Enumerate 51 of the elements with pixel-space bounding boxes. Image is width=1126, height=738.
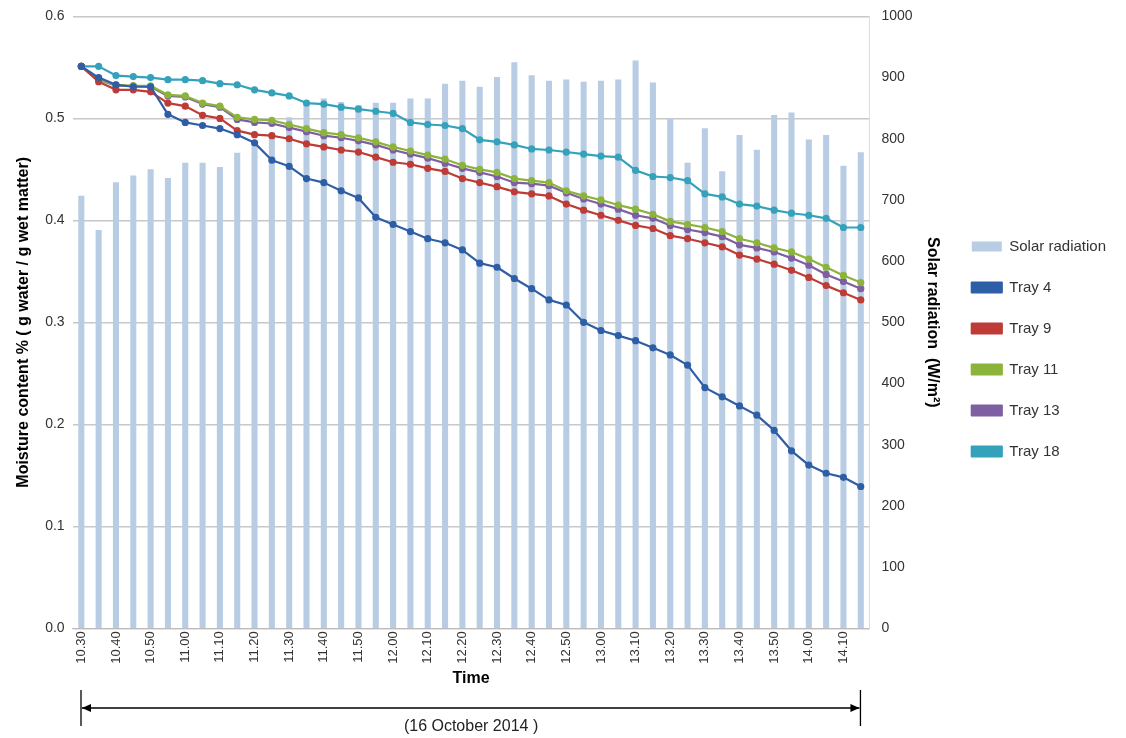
y-axis-title: Moisture content % ( g water / g wet matter): [14, 156, 32, 488]
y2-tick-label: 300: [881, 435, 905, 452]
x-tick-label: 11.30: [280, 631, 296, 663]
y2-axis-title: Solar radiation (W/m²): [924, 237, 942, 408]
legend-label: Tray 18: [1009, 441, 1060, 459]
y-tick-label: 0.5: [45, 109, 65, 126]
x-tick-label: 13.40: [731, 631, 747, 664]
y-tick-label: 0.2: [45, 415, 65, 432]
y2-tick-label: 200: [881, 496, 905, 513]
y2-tick-label: 0: [881, 619, 890, 636]
y2-tick-label: 100: [881, 557, 905, 574]
x-tick-label: 10.30: [72, 631, 88, 664]
x-tick-label: 12.20: [453, 631, 469, 664]
x-tick-label: 11.40: [315, 631, 331, 663]
x-tick-label: 12.30: [488, 631, 504, 664]
y2-tick-label: 800: [881, 129, 905, 146]
x-tick-label: 14.00: [800, 631, 816, 664]
x-tick-label: 14.10: [835, 631, 851, 664]
y-tick-label: 0.6: [45, 7, 65, 24]
x-tick-label: 13.50: [765, 631, 781, 664]
x-tick-label: 10.40: [107, 631, 123, 664]
y2-tick-label: 700: [881, 190, 905, 207]
x-tick-label: 13.00: [592, 631, 608, 664]
legend-label: Tray 11: [1009, 359, 1059, 377]
x-tick-label: 12.00: [384, 631, 400, 664]
legend-label: Tray 13: [1009, 400, 1060, 418]
legend-label: Tray 4: [1009, 277, 1052, 295]
x-tick-label: 13.30: [696, 631, 712, 664]
legend-label: Solar radiation: [1009, 236, 1107, 254]
x-tick-label: 13.10: [627, 631, 643, 664]
x-tick-label: 12.50: [557, 631, 573, 664]
y-tick-label: 0.1: [45, 517, 65, 534]
x-tick-label: 11.20: [246, 631, 262, 663]
x-tick-label: 12.10: [419, 631, 435, 664]
text: (16 October 2014 ): [403, 716, 539, 734]
y-tick-label: 0.3: [45, 313, 65, 330]
y2-tick-label: 500: [881, 313, 905, 330]
y2-tick-label: 900: [881, 68, 905, 85]
x-tick-label: 11.10: [211, 631, 227, 663]
x-axis-title: Time: [452, 668, 490, 686]
y-tick-label: 0.4: [45, 211, 65, 228]
x-tick-label: 10.50: [142, 631, 158, 664]
legend-label: Tray 9: [1009, 318, 1052, 336]
y-tick-label: 0.0: [45, 619, 65, 636]
y2-tick-label: 1000: [881, 7, 913, 24]
y2-tick-label: 400: [881, 374, 905, 391]
x-tick-label: 11.50: [350, 631, 366, 663]
x-tick-label: 12.40: [523, 631, 539, 664]
y2-tick-label: 600: [881, 252, 905, 269]
x-tick-label: 11.00: [176, 631, 192, 663]
x-tick-label: 13.20: [661, 631, 677, 664]
